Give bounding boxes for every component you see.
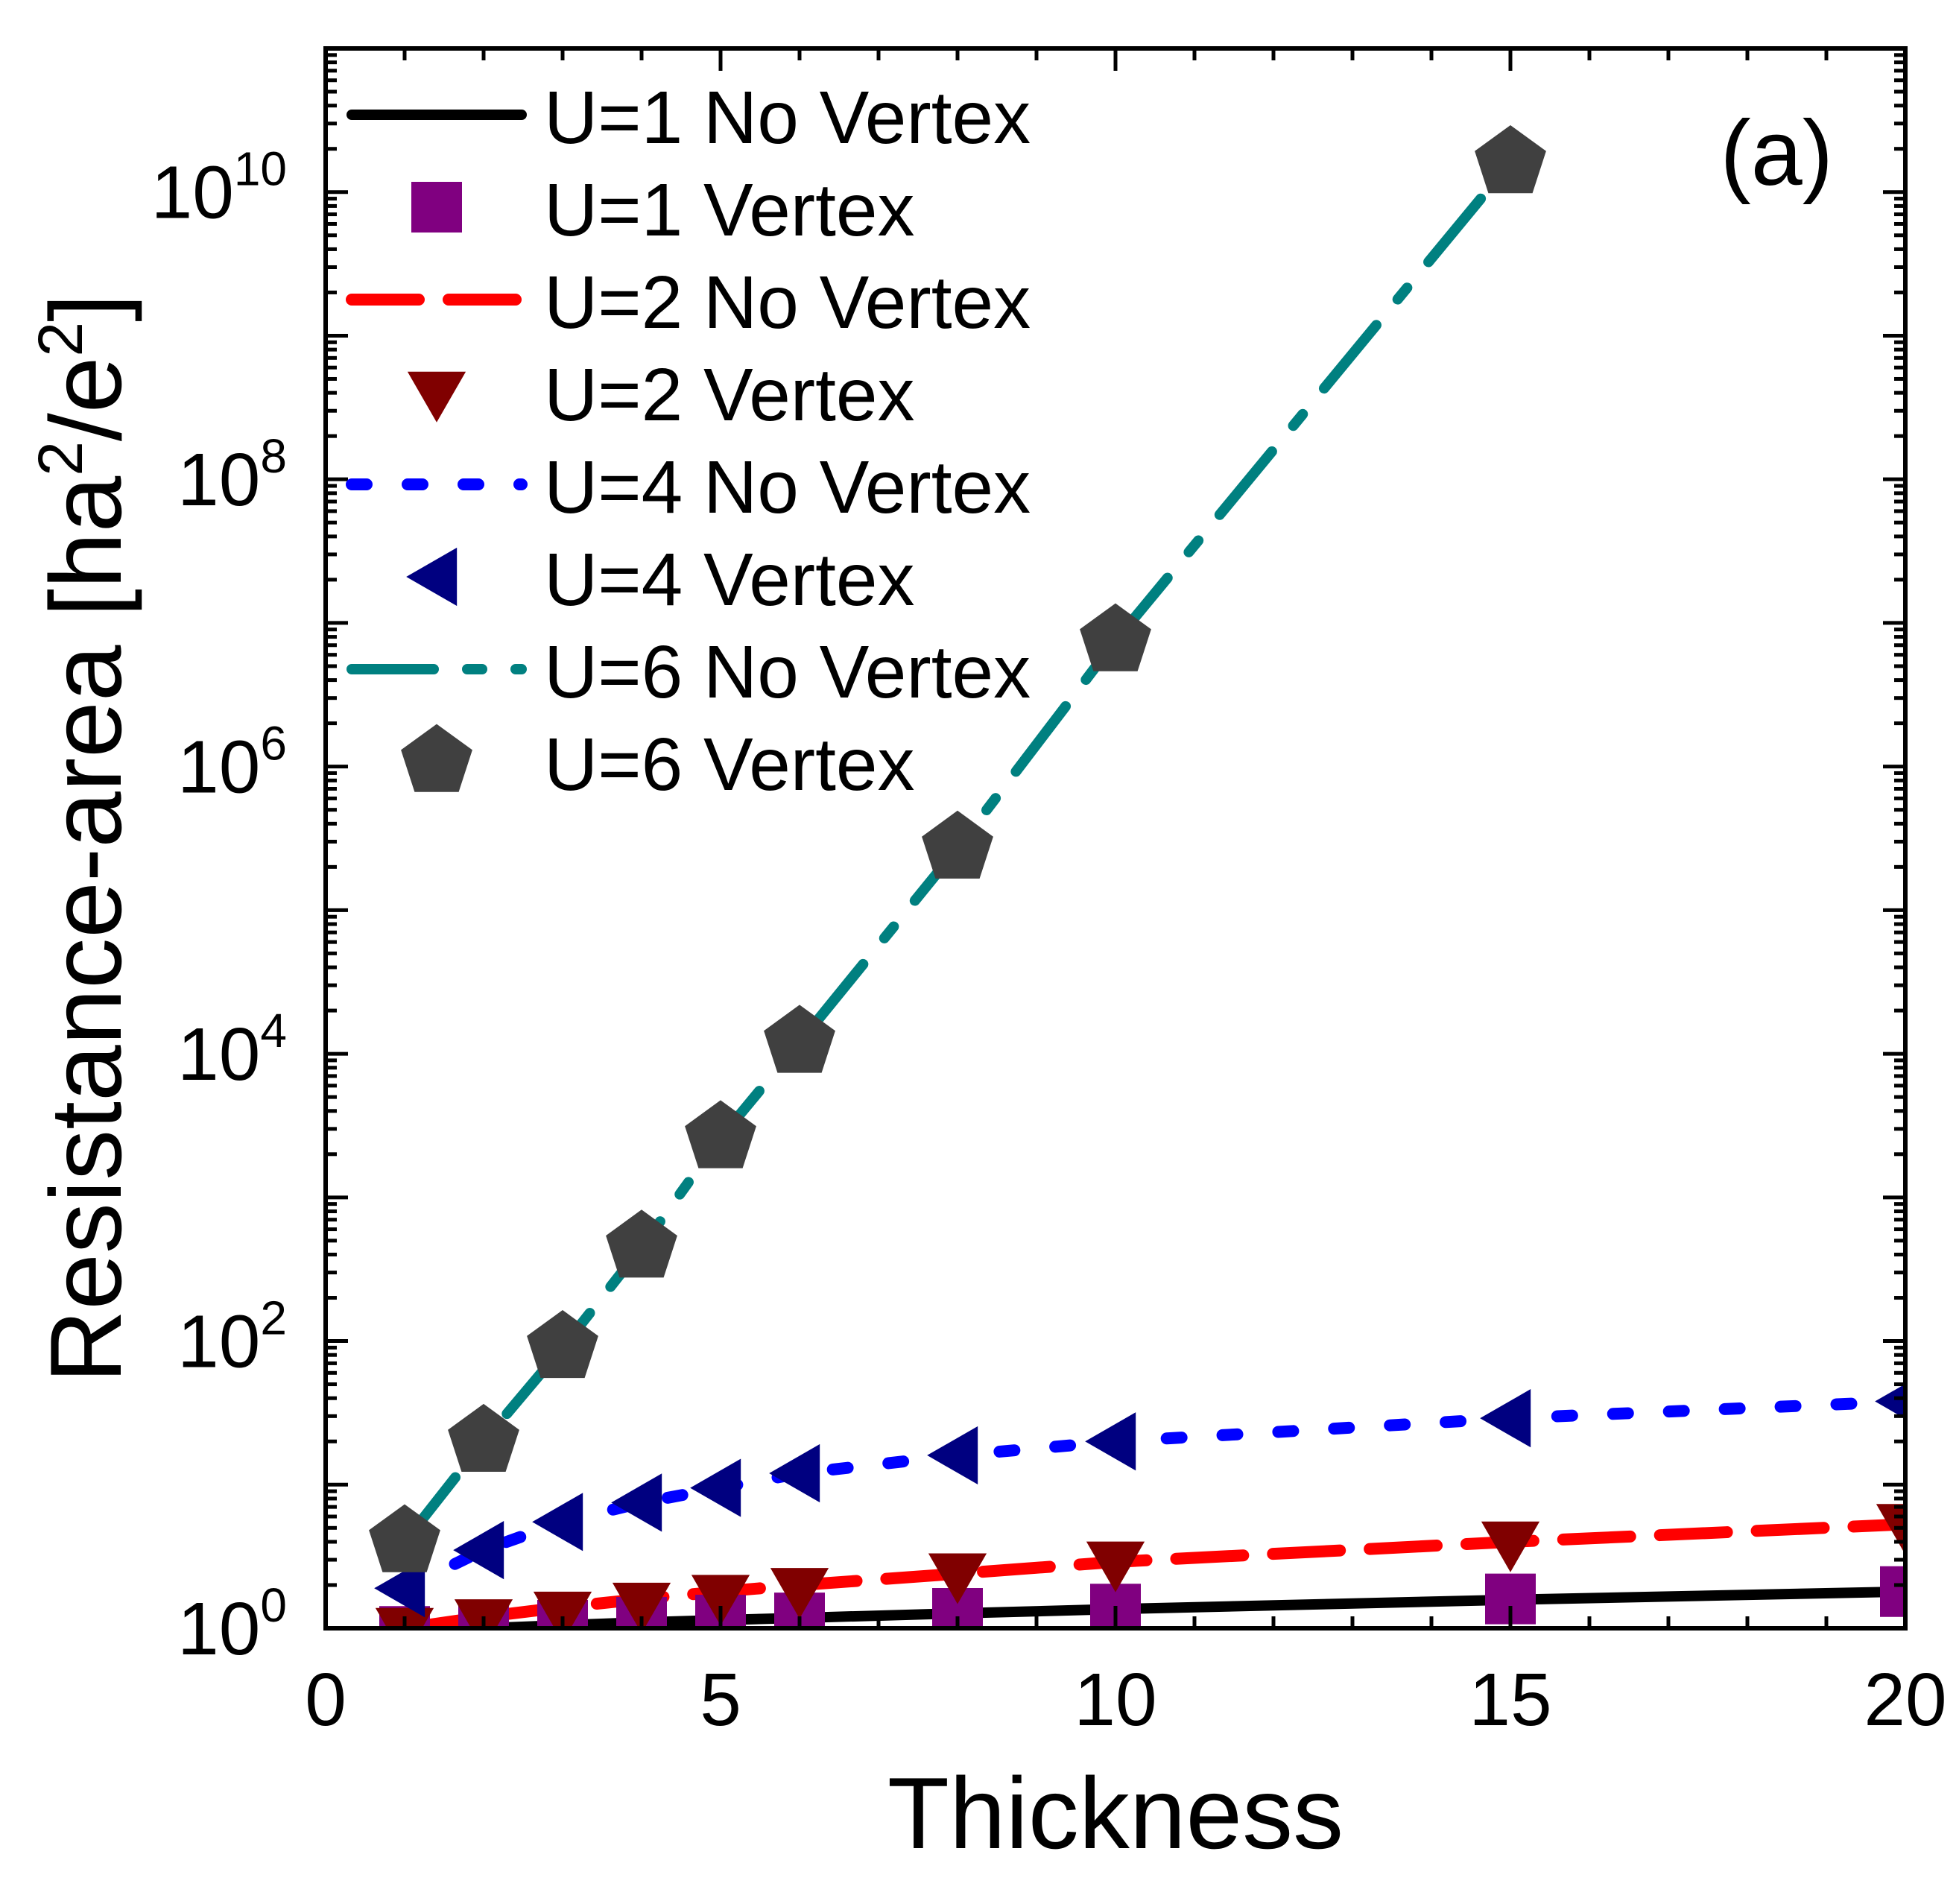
legend-u-1-no-vertex-label: U=1 No Vertex	[544, 76, 1031, 159]
u-6-vertex-point	[764, 1005, 835, 1073]
x-axis-title: Thickness	[887, 1756, 1344, 1870]
y-tick-label: 1010	[151, 142, 287, 235]
legend-u-4-vertex-label: U=4 Vertex	[544, 538, 915, 622]
legend-u-4-vertex-marker	[406, 547, 458, 607]
legend-u-2-vertex-label: U=2 Vertex	[544, 353, 915, 437]
u-6-vertex-point	[448, 1403, 519, 1472]
u-4-vertex-point	[927, 1426, 978, 1485]
u-6-vertex-point	[1475, 125, 1546, 194]
u-4-vertex-point	[690, 1458, 741, 1517]
y-axis-title: Resistance-area [ha2/e2]	[25, 294, 142, 1383]
y-tick-label: 106	[177, 717, 287, 809]
u-2-vertex-point	[533, 1591, 592, 1628]
y-tick-label: 100	[177, 1578, 287, 1671]
panel-label: (a)	[1720, 102, 1833, 205]
u-4-no-vertex-line	[399, 1395, 1905, 1595]
u-4-vertex-point	[611, 1473, 662, 1532]
u-4-vertex-point	[769, 1443, 820, 1503]
u-4-vertex-point	[532, 1493, 583, 1552]
u-1-vertex-point	[932, 1587, 983, 1628]
u-2-vertex-point	[1481, 1521, 1540, 1572]
u-2-vertex-point	[770, 1568, 829, 1619]
u-2-vertex-point	[375, 1607, 434, 1628]
u-2-no-vertex-line	[399, 1518, 1905, 1628]
u-4-vertex-point	[1085, 1412, 1136, 1471]
y-tick-label: 104	[177, 1004, 287, 1096]
y-tick-label: 102	[177, 1291, 287, 1384]
legend-u-6-vertex-label: U=6 Vertex	[544, 723, 915, 806]
u-2-vertex-point	[928, 1553, 987, 1604]
legend-u-1-vertex-marker	[411, 182, 462, 233]
u-2-vertex-point	[691, 1575, 750, 1626]
u-2-vertex-point	[454, 1599, 513, 1628]
legend-u-1-vertex-label: U=1 Vertex	[544, 168, 915, 252]
u-6-vertex-point	[922, 810, 993, 879]
legend-u-6-vertex-marker	[401, 724, 472, 792]
u-4-vertex-point	[1875, 1384, 1905, 1419]
x-tick-label: 15	[1469, 1658, 1551, 1742]
u-6-vertex-point	[606, 1209, 677, 1278]
u-6-vertex-point	[369, 1504, 440, 1572]
y-tick-label: 108	[177, 429, 287, 522]
tick-labels: 0 5 10 15 20 100 102 104 106 108 1010	[151, 142, 1947, 1742]
legend-u-2-no-vertex-label: U=2 No Vertex	[544, 261, 1031, 344]
legend: U=1 No Vertex U=1 Vertex U=2 No Vertex U=2 …	[346, 76, 1031, 806]
plot-frame	[323, 46, 1908, 1631]
legend-u-2-vertex-marker	[407, 371, 466, 423]
u-6-vertex-point	[1080, 603, 1151, 671]
u-2-vertex-point	[1086, 1541, 1145, 1593]
x-tick-label: 5	[700, 1658, 741, 1742]
series-markers	[369, 125, 1905, 1628]
u-2-vertex-point	[612, 1582, 671, 1628]
u-4-vertex-point	[1480, 1389, 1531, 1448]
x-tick-label: 20	[1864, 1658, 1946, 1742]
u-4-vertex-point	[453, 1521, 504, 1580]
u-1-vertex-point	[1880, 1566, 1905, 1617]
u-4-vertex-point	[374, 1559, 425, 1618]
legend-u-4-no-vertex-label: U=4 No Vertex	[544, 446, 1031, 529]
x-tick-label: 0	[305, 1658, 346, 1742]
legend-u-6-no-vertex-label: U=6 No Vertex	[544, 630, 1031, 714]
u-6-vertex-point	[685, 1100, 756, 1168]
u-6-vertex-point	[527, 1310, 598, 1379]
u-1-vertex-point	[1485, 1573, 1536, 1625]
x-tick-label: 10	[1074, 1658, 1156, 1742]
